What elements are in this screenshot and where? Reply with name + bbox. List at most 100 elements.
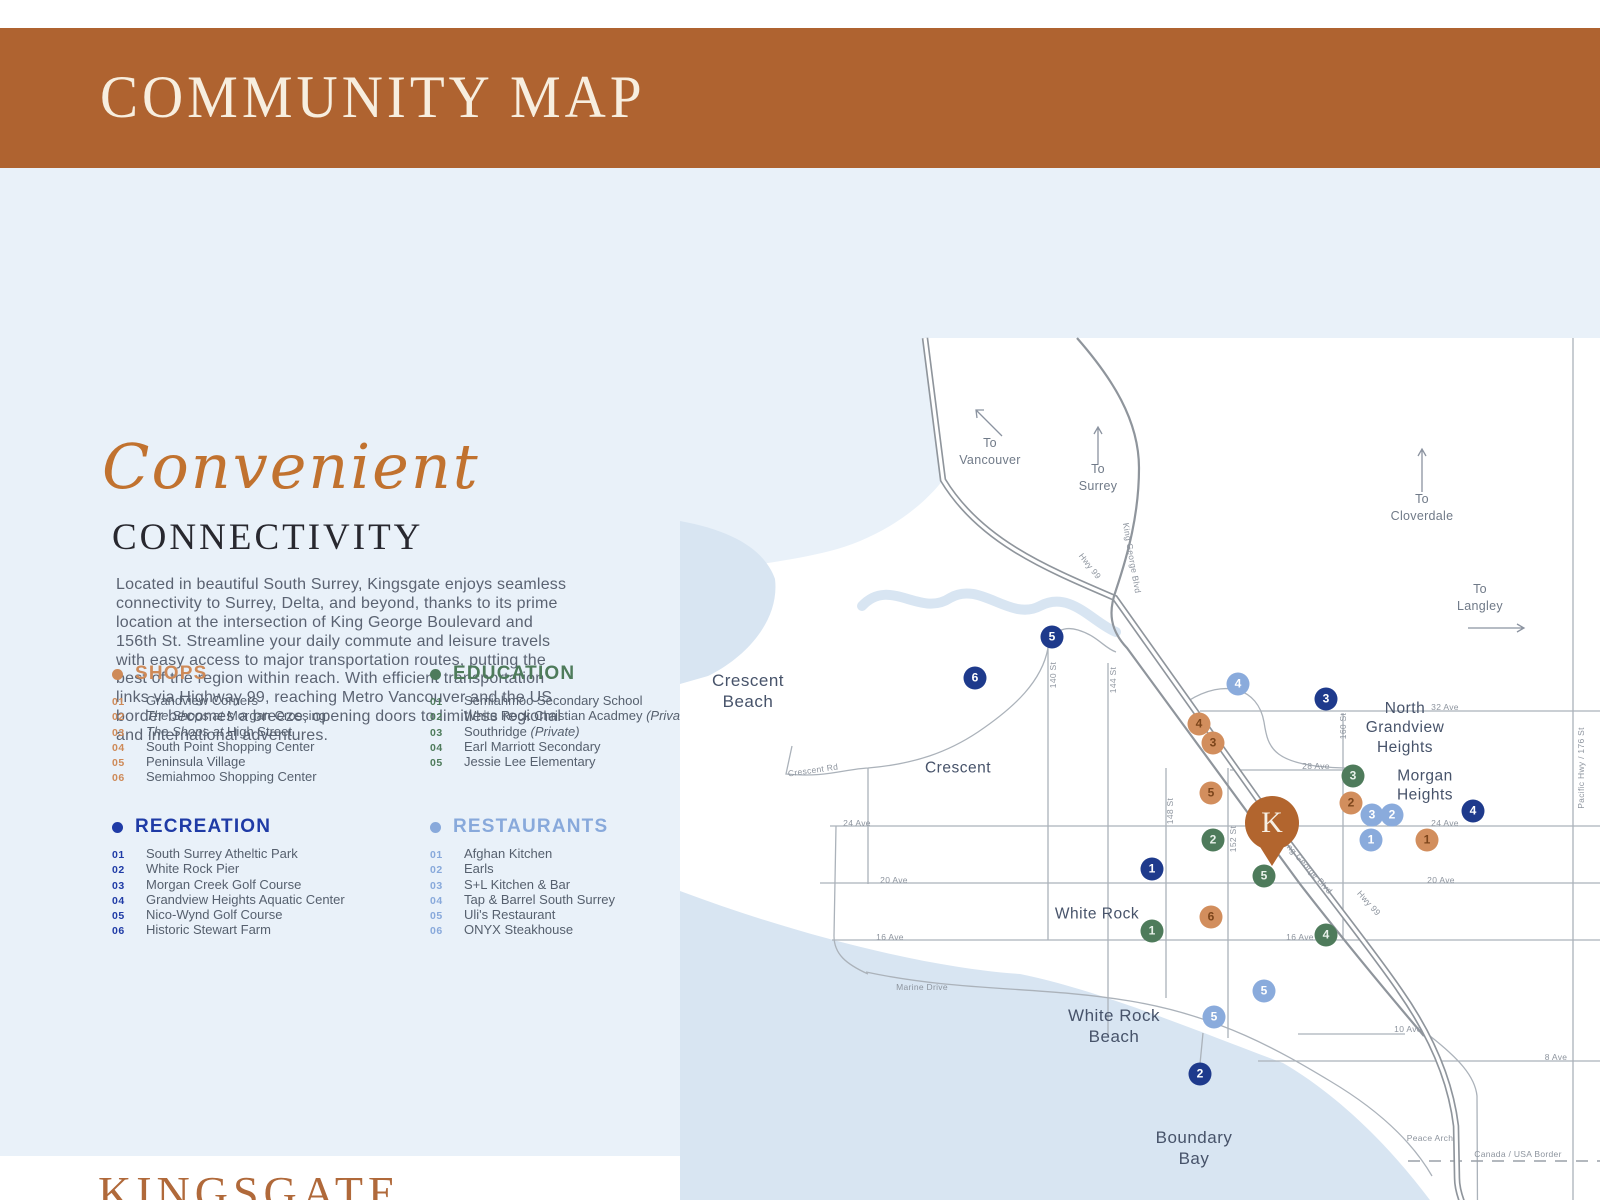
legend-item: 05 Peninsula Village — [112, 754, 246, 770]
legend-section-recreation: RECREATION 01 South Surrey Atheltic Park 0… — [112, 816, 424, 939]
map-place-label: Crescent Beach — [711, 670, 785, 711]
map-marker-shops: 6 — [1199, 905, 1223, 929]
legend-header: EDUCATION — [430, 663, 742, 685]
legend-title: EDUCATION — [453, 663, 576, 684]
arrow-to-vancouver-icon — [975, 409, 1003, 437]
map-marker-recreation: 6 — [963, 666, 987, 690]
legend-item: 03 Southridge (Private) — [430, 723, 580, 739]
map-road-label: 160 St — [1338, 712, 1348, 740]
map-road-label: 20 Ave — [880, 875, 908, 885]
page-title: COMMUNITY MAP — [100, 64, 646, 131]
kingsgate-location-pin: K — [1245, 796, 1299, 850]
header-band: COMMUNITY MAP — [0, 28, 1600, 168]
water-mud-bay — [680, 521, 776, 684]
arrow-to-langley-icon — [1468, 623, 1526, 633]
map-road-label: 16 Ave — [1286, 932, 1314, 942]
map-road-label: Peace Arch — [1406, 1133, 1454, 1143]
map-road-label: 16 Ave — [876, 932, 904, 942]
legend-section-restaurants: RESTAURANTS 01 Afghan Kitchen 02 Earls 03 S+L… — [430, 816, 742, 939]
map-road-label: 28 Ave — [1302, 761, 1330, 771]
direction-arrow-icons — [975, 409, 1526, 633]
map-marker-recreation: 3 — [1314, 687, 1338, 711]
legend-item: 04 South Point Shopping Center — [112, 738, 315, 754]
map-marker-shops: 5 — [1199, 781, 1223, 805]
map-marker-education: 2 — [1201, 828, 1225, 852]
map-road-label: 10 Ave — [1394, 1024, 1422, 1034]
map-annotations: Crescent Beach Crescent White Rock White Ro… — [680, 336, 1600, 1200]
arrow-to-cloverdale-icon — [1417, 447, 1427, 492]
map-road-label: Canada / USA Border — [1474, 1149, 1562, 1159]
map-marker-restaurants: 1 — [1359, 828, 1383, 852]
map-marker-education: 3 — [1341, 764, 1365, 788]
map-marker-restaurants: 4 — [1226, 672, 1250, 696]
map-place-label: Crescent — [924, 759, 992, 777]
map-road-label: 148 St — [1165, 797, 1175, 825]
king-george-blvd-road — [1076, 337, 1425, 1037]
legend-item: 02 White Rock Pier — [112, 861, 240, 877]
legend-header: RECREATION — [112, 816, 424, 838]
legend-item: 06 Historic Stewart Farm — [112, 922, 271, 938]
map-marker-shops: 1 — [1415, 828, 1439, 852]
map-place-label: Boundary Bay — [1155, 1127, 1233, 1168]
map-direction-label: To Vancouver — [959, 436, 1021, 467]
map-marker-recreation: 5 — [1040, 625, 1064, 649]
legend-header: SHOPS — [112, 663, 424, 685]
map-marker-restaurants: 2 — [1380, 803, 1404, 827]
intro-heading: CONNECTIVITY — [112, 517, 424, 558]
legend-item: 02 Earls — [430, 861, 494, 877]
highway-99-road — [921, 337, 1465, 1200]
map-place-label: White Rock Beach — [1068, 1005, 1160, 1046]
map-marker-restaurants: 5 — [1202, 1005, 1226, 1029]
arrow-to-surrey-icon — [1093, 425, 1103, 464]
legend-item: 05 Jessie Lee Elementary — [430, 754, 596, 770]
recreation-bullet-icon — [112, 821, 123, 833]
legend-item: 03 The Shops at High Street — [112, 723, 292, 739]
map-place-label: North Grandview Heights — [1365, 699, 1445, 756]
legend-item: 04 Earl Marriott Secondary — [430, 738, 601, 754]
legend-item: 01 South Surrey Atheltic Park — [112, 846, 298, 861]
map-marker-shops: 3 — [1201, 731, 1225, 755]
map-road-label: 32 Ave — [1431, 702, 1459, 712]
legend-item: 04 Grandview Heights Aquatic Center — [112, 891, 345, 907]
map-direction-label: To Cloverdale — [1390, 492, 1454, 523]
brand-logo: KINGSGATE — [98, 1167, 402, 1200]
intro-script-title: Convenient — [102, 430, 480, 503]
shops-list: 01 Grandview Corners 02 The Shops at Morgan… — [112, 693, 424, 786]
map-road-label: 24 Ave — [1431, 818, 1459, 828]
legend-item: 03 Morgan Creek Golf Course — [112, 876, 302, 892]
legend-item: 05 Nico-Wynd Golf Course — [112, 907, 283, 923]
map-road-label: 8 Ave — [1544, 1052, 1568, 1062]
map-geography — [680, 337, 1600, 1200]
map-road-label: King George Blvd — [1120, 521, 1144, 595]
map-road-label: 152 St — [1228, 825, 1238, 853]
map-marker-shops: 2 — [1339, 791, 1363, 815]
map-marker-education: 4 — [1314, 923, 1338, 947]
map-marker-education: 1 — [1140, 919, 1164, 943]
map-road-label: King George Blvd — [1279, 836, 1335, 896]
map-road-label: Hwy 99 — [1355, 888, 1383, 918]
map-marker-recreation: 1 — [1140, 857, 1164, 881]
content-area: Convenient CONNECTIVITY Located in beaut… — [0, 168, 1600, 1200]
restaurants-bullet-icon — [430, 821, 441, 833]
map-road-label: Hwy 99 — [1076, 551, 1104, 581]
shops-bullet-icon — [112, 668, 123, 680]
legend-title: RESTAURANTS — [453, 816, 609, 837]
map-marker-education: 5 — [1252, 864, 1276, 888]
legend-item: 05 Uli's Restaurant — [430, 907, 556, 923]
intro-paragraph: Located in beautiful South Surrey, Kings… — [116, 576, 567, 744]
map-road-label: 20 Ave — [1427, 875, 1455, 885]
map-place-label: Morgan Heights — [1396, 767, 1454, 804]
map-road-label: 24 Ave — [843, 818, 871, 828]
map-road-label: 144 St — [1108, 666, 1118, 694]
map-road-label: Crescent Rd — [787, 761, 839, 779]
water-boundary-bay — [680, 891, 1430, 1200]
map-marker-restaurants: 5 — [1252, 979, 1276, 1003]
map-place-label: White Rock — [1054, 905, 1140, 923]
map-direction-label: To Langley — [1457, 582, 1503, 613]
map-direction-label: To Surrey — [1078, 462, 1118, 493]
legend-item: 01 Afghan Kitchen — [430, 846, 553, 861]
map-marker-restaurants: 3 — [1360, 803, 1384, 827]
community-map: Crescent Beach Crescent White Rock White Ro… — [680, 336, 1600, 1200]
legend-title: SHOPS — [135, 663, 208, 684]
